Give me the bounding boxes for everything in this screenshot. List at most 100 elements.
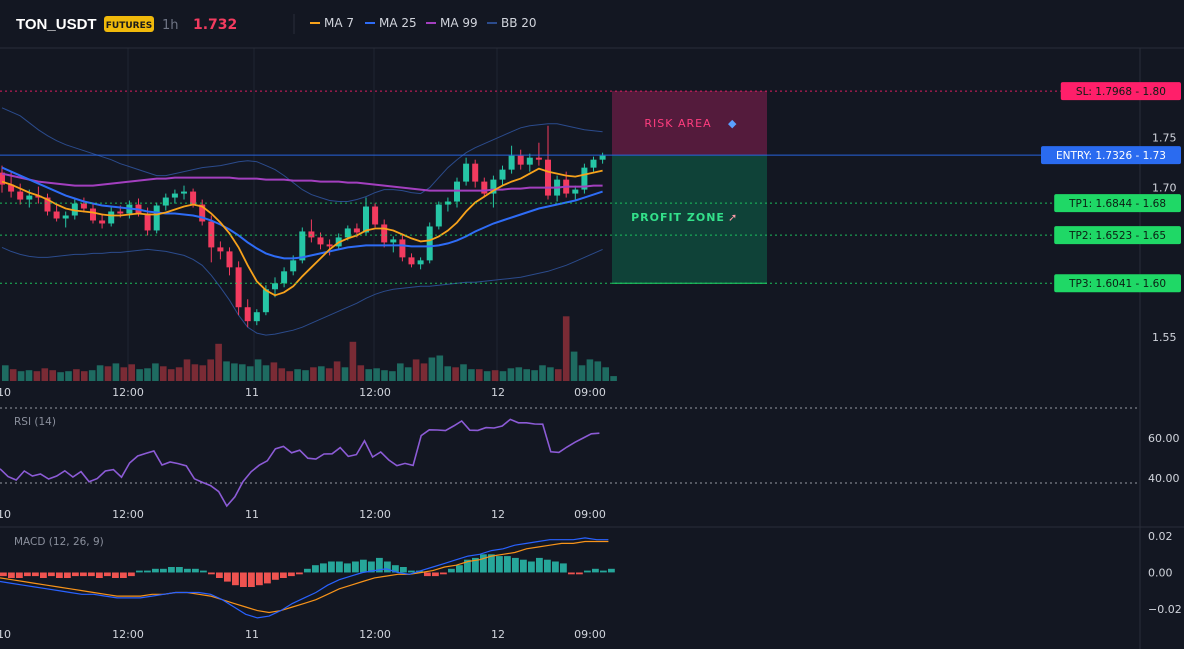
candle-body	[353, 228, 360, 233]
time-tick-label: 11	[245, 508, 259, 521]
level-badge-label: TP1: 1.6844 - 1.68	[1068, 198, 1166, 210]
time-tick-label: 12:00	[112, 628, 144, 641]
macd-histogram-bar	[88, 572, 95, 577]
volume-bar	[104, 366, 112, 381]
macd-histogram-bar	[80, 572, 87, 577]
macd-histogram-bar	[568, 572, 575, 575]
volume-bar	[278, 368, 286, 381]
candle-body	[53, 211, 60, 219]
macd-histogram-bar	[480, 554, 487, 573]
candle-body	[199, 204, 206, 222]
time-tick-label: 10	[0, 628, 11, 641]
macd-histogram-bar	[208, 572, 215, 575]
macd-histogram-bar	[400, 567, 407, 573]
volume-bar	[539, 365, 546, 381]
macd-histogram-bar	[512, 557, 519, 573]
macd-histogram-bar	[472, 557, 479, 573]
volume-bar	[2, 365, 9, 381]
candle-body	[435, 204, 442, 227]
volume-bar	[460, 364, 467, 381]
volume-bar	[397, 363, 404, 381]
macd-histogram-bar	[448, 568, 455, 573]
bollinger-bands	[1, 107, 603, 336]
time-tick-label: 12:00	[112, 386, 144, 399]
candle-body	[508, 155, 515, 170]
macd-histogram-bar	[24, 572, 31, 577]
macd-histogram-bar	[608, 568, 615, 573]
candle-body	[290, 260, 297, 272]
candle-body	[171, 193, 178, 198]
macd-histogram-bar	[160, 568, 167, 573]
volume-bar	[167, 369, 175, 381]
candle-body	[262, 289, 269, 313]
volume-bar	[286, 371, 293, 381]
candle-body	[499, 169, 506, 180]
candle-body	[517, 155, 524, 165]
macd-histogram-bar	[376, 557, 383, 573]
candle-body	[108, 211, 115, 224]
candle-body	[44, 197, 51, 212]
axes: 1.55 1.70 1.75 10 12:00 11 12:00 12 09:00 10 12:00…	[0, 132, 1177, 641]
macd-histogram-bar	[112, 572, 119, 578]
macd-histogram-bar	[584, 570, 591, 573]
macd-histogram-bar	[96, 572, 103, 578]
macd-histogram-bar	[176, 567, 183, 573]
trade-zones: RISK AREA ◆ PROFIT ZONE ➚	[612, 91, 767, 284]
level-badge-label: TP2: 1.6523 - 1.65	[1068, 230, 1166, 242]
macd-histogram-bar	[72, 572, 79, 577]
shield-icon: ◆	[728, 117, 737, 130]
macd-histogram-bar	[464, 559, 471, 573]
macd-histogram-bar	[440, 572, 447, 575]
volume-bar	[239, 364, 246, 381]
macd-histogram-bar	[336, 561, 343, 573]
macd-histogram-bar	[496, 556, 503, 573]
candle-body	[363, 206, 369, 233]
volume-bar	[112, 363, 120, 381]
volume-bar	[444, 366, 451, 381]
candle-body	[153, 205, 160, 231]
volume-bar	[246, 366, 254, 381]
macd-histogram-bar	[344, 563, 351, 573]
macd-histogram-bar	[304, 568, 311, 573]
macd-signal-line	[0, 540, 609, 614]
macd-histogram-bar	[8, 572, 15, 578]
time-tick-label: 09:00	[574, 628, 606, 641]
macd-tick-label: 0.00	[1148, 566, 1173, 579]
ma7-line	[1, 167, 603, 297]
candle-body	[235, 267, 242, 308]
bb-upper-line	[1, 107, 603, 202]
volume-bar	[452, 367, 459, 381]
volume-bar	[586, 359, 594, 381]
candle-body	[80, 203, 87, 209]
candle-body	[144, 213, 151, 231]
volume-bar	[160, 366, 167, 381]
interval-label[interactable]: 1h	[162, 18, 179, 33]
volume-bar	[389, 371, 396, 381]
candle-body	[444, 201, 451, 205]
time-tick-label: 12	[491, 386, 505, 399]
level-badge-label: ENTRY: 1.7326 - 1.73	[1056, 150, 1166, 162]
candle-body	[344, 228, 351, 238]
legend-label: MA 25	[379, 16, 417, 30]
volume-bar	[120, 367, 128, 381]
macd-histogram-bar	[488, 554, 495, 573]
macd-histogram-bar	[192, 568, 199, 573]
candle-body	[417, 260, 424, 265]
macd-histogram-bar	[392, 565, 399, 573]
macd-histogram-bar	[280, 572, 287, 578]
macd-tick-label: −0.02	[1148, 603, 1182, 616]
macd-histogram-bar	[56, 572, 63, 578]
volume-bar	[349, 341, 357, 381]
level-badge-label: TP3: 1.6041 - 1.60	[1068, 278, 1166, 290]
volume-bar	[49, 370, 56, 381]
candle-body	[399, 239, 406, 258]
volume-bar	[65, 371, 72, 381]
macd-histogram-bar	[312, 565, 319, 573]
volume-bar	[325, 368, 333, 381]
macd-histogram-bar	[408, 570, 415, 573]
candle-body	[117, 211, 124, 214]
rsi-line	[0, 418, 600, 508]
volume-bar	[215, 343, 222, 381]
time-tick-label: 11	[245, 386, 259, 399]
